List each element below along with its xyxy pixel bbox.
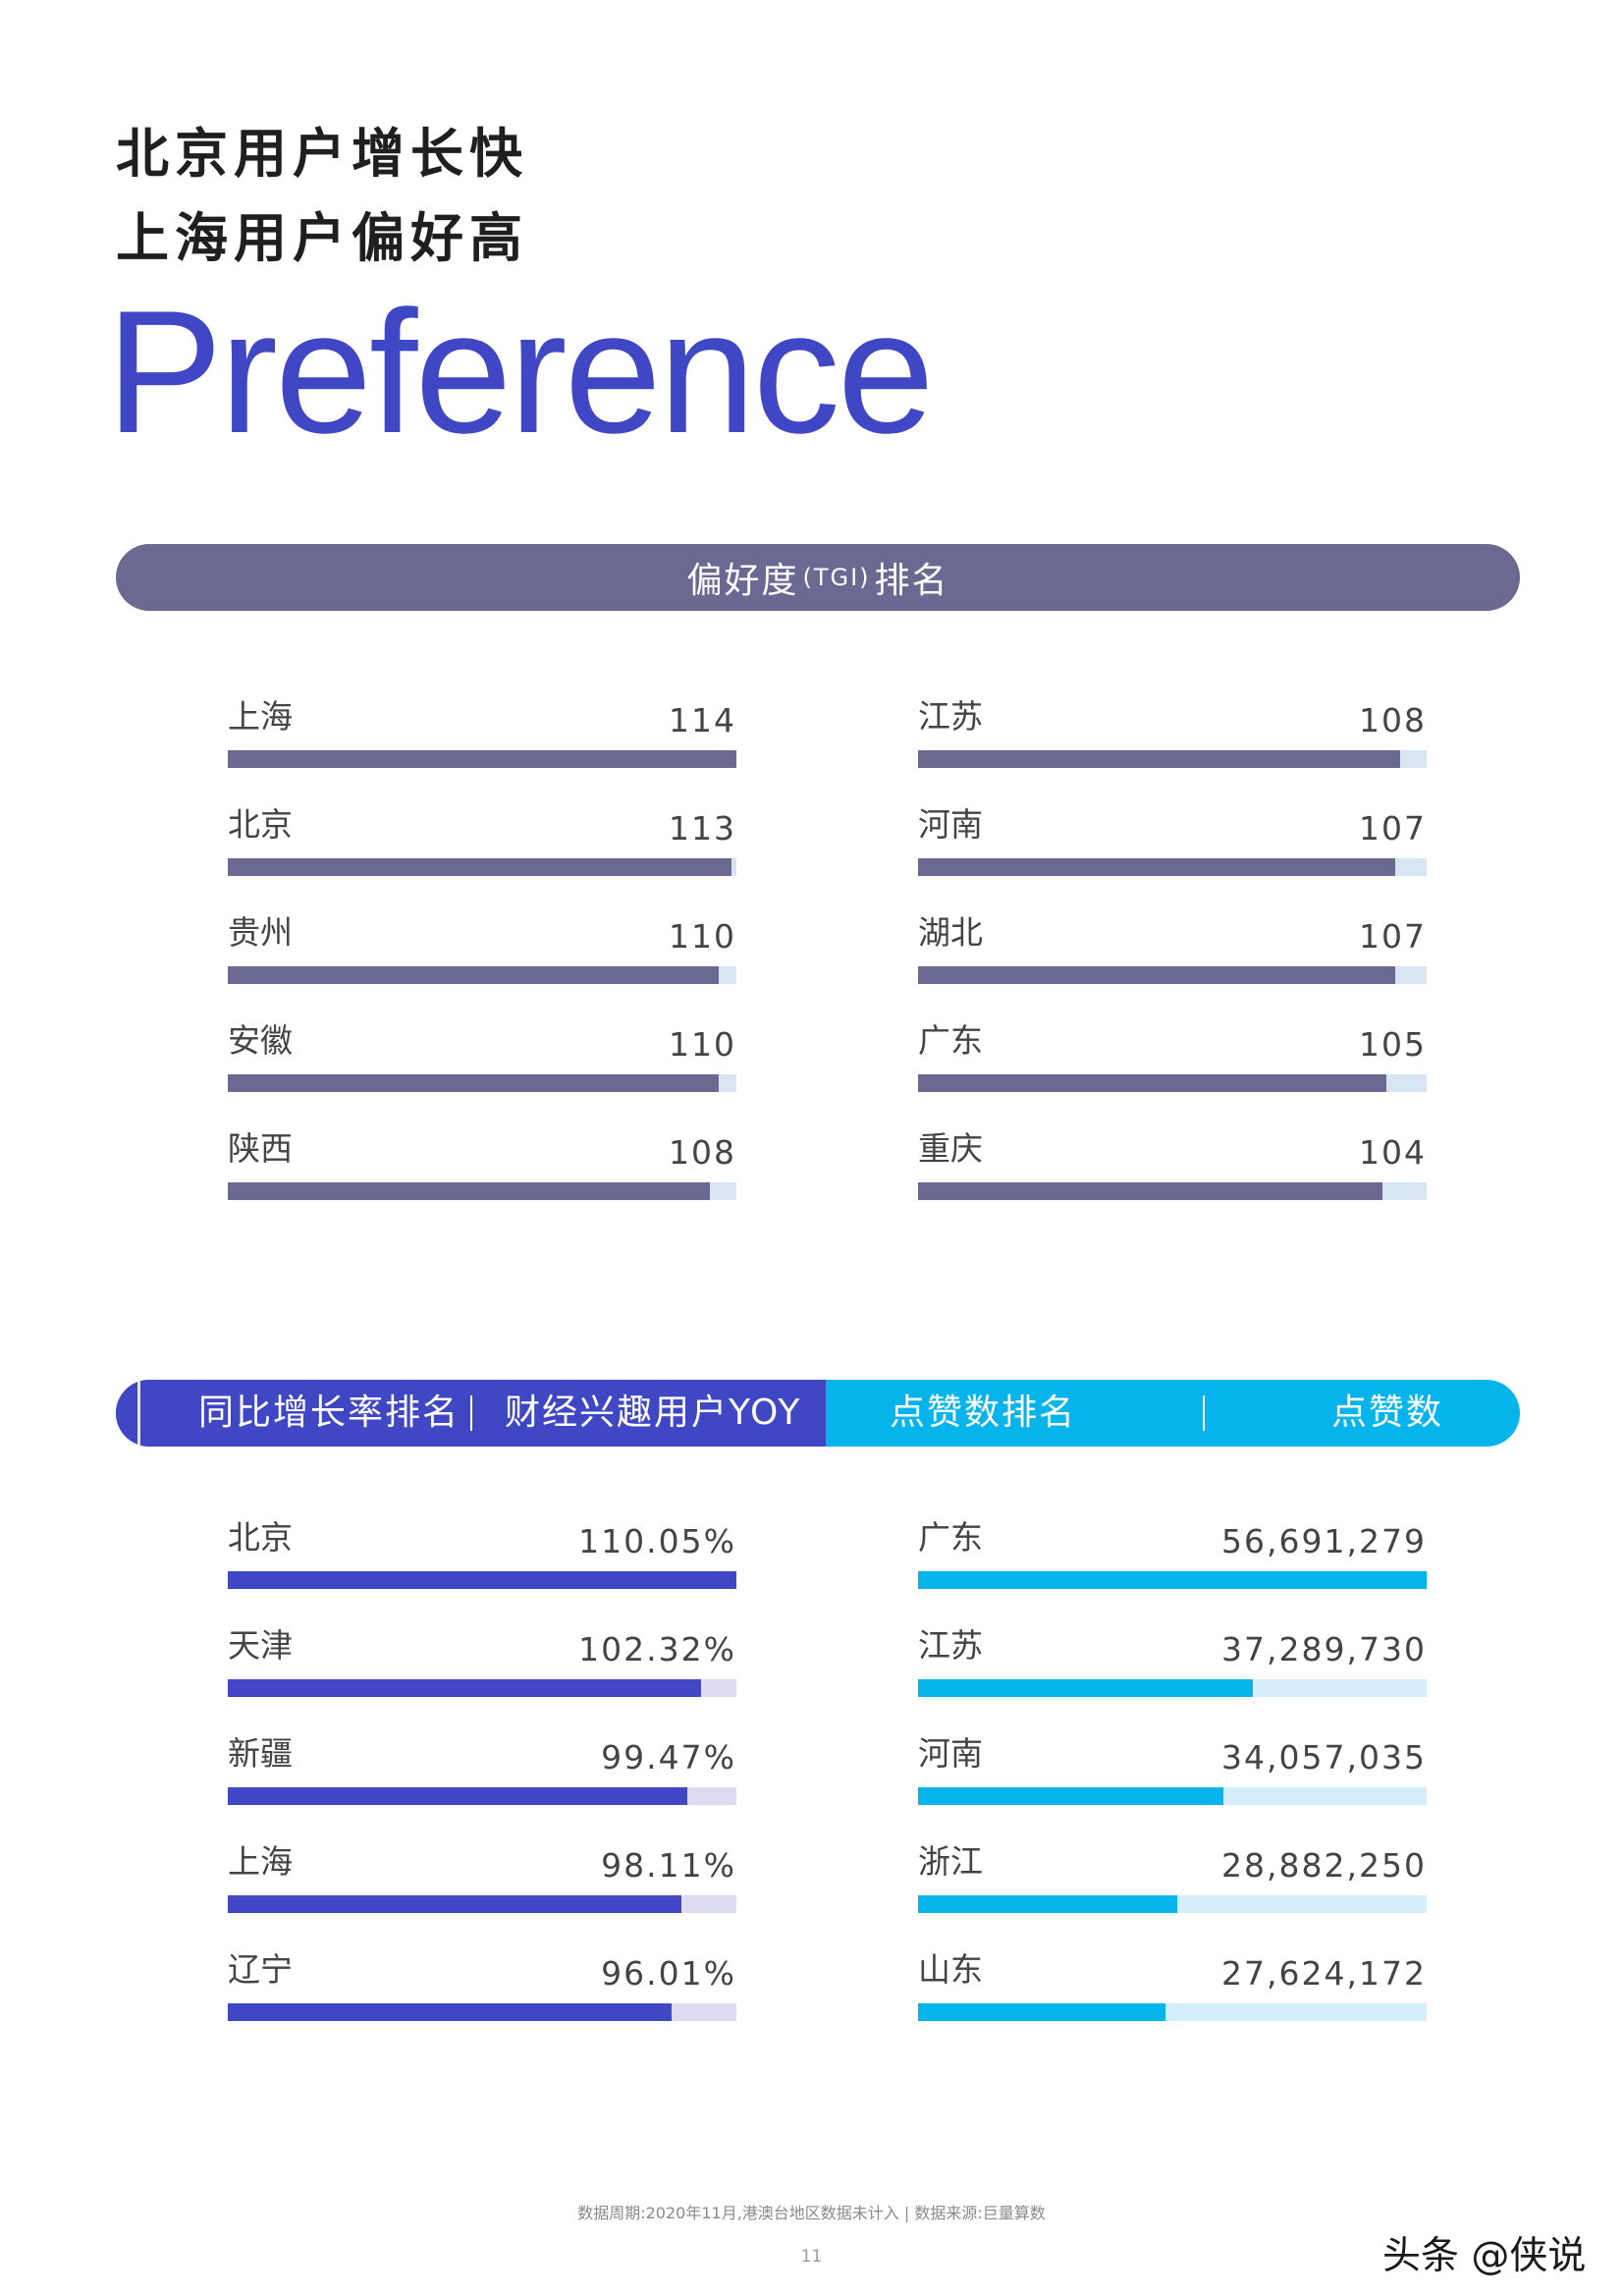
yoy-bar <box>228 1571 736 1589</box>
yoy-bar <box>228 1787 687 1805</box>
tgi-right-category-label: 重庆 <box>918 1129 983 1168</box>
tgi-left-bar <box>228 750 736 768</box>
likes-category-label: 广东 <box>918 1518 983 1557</box>
yoy-value-label: 102.32% <box>578 1630 736 1668</box>
yoy-category-label: 上海 <box>228 1842 293 1881</box>
likes-bar-track <box>918 1571 1427 1589</box>
tgi-right-bar-track <box>918 1074 1427 1092</box>
likes-header-title: 点赞数排名 <box>890 1393 1077 1433</box>
tgi-left-category-label: 安徽 <box>228 1021 293 1060</box>
tgi-right-bar <box>918 750 1400 768</box>
tgi-left-value-label: 110 <box>669 917 736 956</box>
tgi-left-bar-track <box>228 1182 736 1200</box>
page-title-line-2: 上海用户偏好高 <box>116 207 528 269</box>
tgi-left-category-label: 贵州 <box>228 913 293 952</box>
tgi-right-category-label: 广东 <box>918 1021 983 1060</box>
tgi-right-value-label: 104 <box>1359 1133 1427 1172</box>
tgi-right-bar <box>918 858 1395 876</box>
tgi-left-bar-track <box>228 858 736 876</box>
yoy-bar <box>228 1895 681 1913</box>
likes-bar-track <box>918 1895 1427 1913</box>
yoy-bar-track <box>228 1895 736 1913</box>
yoy-bar-track <box>228 1571 736 1589</box>
likes-bar-track <box>918 1787 1427 1805</box>
tgi-header-end: 排名 <box>874 561 949 601</box>
yoy-bar-track <box>228 1787 736 1805</box>
tgi-left-value-label: 113 <box>669 809 736 847</box>
tgi-left-bar <box>228 1182 710 1200</box>
likes-bar <box>918 1895 1177 1913</box>
yoy-category-label: 北京 <box>228 1518 293 1557</box>
growth-likes-section-header: 同比增长率排名 财经兴趣用户YOY 点赞数排名 点赞数 <box>116 1380 1520 1447</box>
header-edge-line <box>137 1380 140 1447</box>
tgi-right-bar-track <box>918 750 1427 768</box>
tgi-left-value-label: 108 <box>669 1133 736 1172</box>
tgi-right-bar-track <box>918 966 1427 984</box>
tgi-right-value-label: 108 <box>1359 701 1427 739</box>
page-number: 11 <box>800 2247 823 2267</box>
likes-bar <box>918 1679 1253 1697</box>
tgi-right-category-label: 河南 <box>918 805 983 844</box>
yoy-bar-track <box>228 1679 736 1697</box>
likes-bar-track <box>918 1679 1427 1697</box>
tgi-right-category-label: 江苏 <box>918 697 983 736</box>
tgi-right-bar <box>918 1074 1386 1092</box>
growth-header-separator <box>470 1395 472 1431</box>
tgi-left-bar <box>228 966 719 984</box>
likes-category-label: 江苏 <box>918 1626 983 1665</box>
likes-category-label: 浙江 <box>918 1842 983 1881</box>
yoy-category-label: 新疆 <box>228 1734 293 1773</box>
likes-category-label: 山东 <box>918 1950 983 1989</box>
yoy-value-label: 96.01% <box>601 1954 736 1993</box>
likes-value-label: 27,624,172 <box>1221 1954 1427 1993</box>
yoy-value-label: 110.05% <box>578 1522 736 1560</box>
tgi-right-value-label: 107 <box>1359 917 1427 956</box>
likes-header-separator <box>1203 1395 1205 1431</box>
likes-bar <box>918 1571 1427 1589</box>
tgi-right-bar <box>918 1182 1382 1200</box>
tgi-section-header: 偏好度 (TGI) 排名 <box>116 544 1520 611</box>
growth-header-title: 同比增长率排名 <box>198 1393 460 1433</box>
tgi-header-paren: (TGI) <box>802 564 871 591</box>
tgi-left-category-label: 北京 <box>228 805 293 844</box>
yoy-bar-track <box>228 2003 736 2021</box>
likes-bar <box>918 1787 1223 1805</box>
yoy-category-label: 天津 <box>228 1626 293 1665</box>
tgi-right-value-label: 105 <box>1359 1025 1427 1064</box>
yoy-value-label: 99.47% <box>601 1738 736 1777</box>
tgi-left-bar-track <box>228 966 736 984</box>
likes-value-label: 56,691,279 <box>1221 1522 1427 1560</box>
likes-bar-track <box>918 2003 1427 2021</box>
likes-bar <box>918 2003 1165 2021</box>
likes-category-label: 河南 <box>918 1734 983 1773</box>
growth-header-subtitle: 财经兴趣用户YOY <box>505 1393 802 1433</box>
likes-header-subtitle: 点赞数 <box>1331 1393 1444 1433</box>
tgi-left-value-label: 110 <box>669 1025 736 1064</box>
likes-value-label: 37,289,730 <box>1221 1630 1427 1668</box>
yoy-category-label: 辽宁 <box>228 1950 293 1989</box>
page-title-line-1: 北京用户增长快 <box>116 123 528 185</box>
tgi-left-value-label: 114 <box>669 701 736 739</box>
tgi-left-bar <box>228 858 731 876</box>
tgi-left-category-label: 陕西 <box>228 1129 293 1168</box>
likes-value-label: 28,882,250 <box>1221 1846 1427 1885</box>
tgi-left-category-label: 上海 <box>228 697 293 736</box>
tgi-right-bar <box>918 966 1395 984</box>
tgi-left-bar-track <box>228 1074 736 1092</box>
tgi-right-bar-track <box>918 1182 1427 1200</box>
tgi-header-main: 偏好度 <box>686 561 799 601</box>
yoy-bar <box>228 2003 672 2021</box>
tgi-left-bar-track <box>228 750 736 768</box>
tgi-right-value-label: 107 <box>1359 809 1427 847</box>
yoy-bar <box>228 1679 701 1697</box>
tgi-right-category-label: 湖北 <box>918 913 983 952</box>
tgi-left-bar <box>228 1074 719 1092</box>
preference-heading: Preference <box>106 274 935 469</box>
footer-source-note: 数据周期:2020年11月,港澳台地区数据未计入 | 数据来源:巨量算数 <box>577 2204 1046 2222</box>
watermark-text: 头条 @侠说 <box>1382 2234 1587 2278</box>
yoy-value-label: 98.11% <box>601 1846 736 1885</box>
tgi-right-bar-track <box>918 858 1427 876</box>
likes-value-label: 34,057,035 <box>1221 1738 1427 1777</box>
